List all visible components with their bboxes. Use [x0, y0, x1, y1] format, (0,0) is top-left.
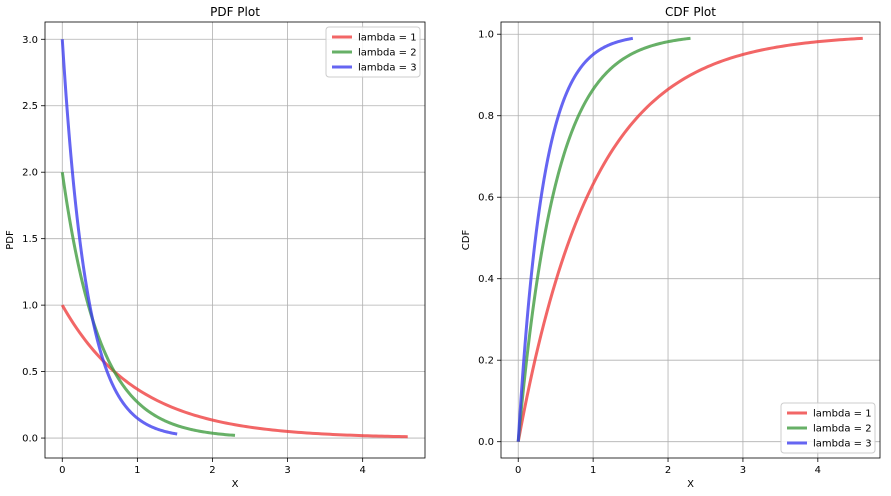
y-tick-label: 1.5: [22, 234, 38, 245]
chart-title: CDF Plot: [665, 5, 716, 19]
plot-frame: [500, 21, 881, 459]
x-tick-label: 0: [515, 465, 521, 476]
legend-label-lambda-3: lambda = 3: [358, 63, 417, 74]
series-line-lambda-2: [516, 36, 691, 442]
series-line-lambda-1: [60, 304, 408, 439]
x-tick-label: 1: [134, 465, 140, 476]
x-tick-label: 0: [59, 465, 65, 476]
legend-box: [325, 26, 421, 78]
chart-title: PDF Plot: [210, 5, 260, 19]
x-tick-label: 2: [209, 465, 215, 476]
y-tick-label: 2.0: [22, 168, 38, 179]
legend-label-lambda-1: lambda = 1: [813, 409, 872, 420]
series-line-lambda-3: [516, 36, 634, 442]
y-tick-label: 0.0: [478, 437, 494, 448]
x-axis-label: X: [232, 479, 239, 490]
plot-frame: [44, 21, 426, 459]
legend-label-lambda-1: lambda = 1: [358, 33, 417, 44]
grid-lines: [45, 22, 425, 458]
y-tick-label: 1.0: [22, 301, 38, 312]
legend: lambda = 1 lambda = 2 lambda = 3: [325, 26, 421, 78]
x-tick-label: 2: [665, 465, 671, 476]
series-group: [516, 36, 863, 442]
grid-lines: [501, 22, 880, 458]
legend: lambda = 1 lambda = 2 lambda = 3: [780, 402, 876, 454]
x-tick-label: 4: [815, 465, 821, 476]
series-line-lambda-3: [60, 39, 178, 436]
y-tick-label: 0.6: [478, 193, 494, 204]
x-tick-label: 3: [284, 465, 290, 476]
legend-label-lambda-2: lambda = 2: [358, 48, 417, 59]
y-tick-label: 0.5: [22, 367, 38, 378]
x-tick-label: 3: [740, 465, 746, 476]
y-tick-label: 1.0: [478, 30, 494, 41]
legend-label-lambda-3: lambda = 3: [813, 439, 872, 450]
series-group: [60, 39, 408, 439]
y-tick-label: 0.4: [478, 274, 494, 285]
cdf-plot-panel: 0 1 2 3 4 0.0 0.2 0.4 0.6 0.8 1.0 CDF Plot X CDF lambd…: [461, 5, 881, 490]
y-axis-label: PDF: [5, 230, 16, 250]
y-tick-label: 0.2: [478, 356, 494, 367]
x-tick-label: 1: [590, 465, 596, 476]
pdf-plot-panel: 0 1 2 3 4 0.0 0.5 1.0 1.5 2.0 2.5 3.0 PDF Plot X PDF la…: [5, 5, 426, 490]
legend-label-lambda-2: lambda = 2: [813, 424, 872, 435]
x-tick-label: 4: [359, 465, 365, 476]
y-tick-label: 2.5: [22, 101, 38, 112]
y-tick-label: 0.0: [22, 434, 38, 445]
x-axis-label: X: [687, 479, 694, 490]
y-tick-label: 3.0: [22, 35, 38, 46]
series-line-lambda-1: [516, 36, 863, 442]
legend-box: [780, 402, 876, 454]
y-tick-label: 0.8: [478, 111, 494, 122]
y-axis-label: CDF: [461, 230, 472, 251]
